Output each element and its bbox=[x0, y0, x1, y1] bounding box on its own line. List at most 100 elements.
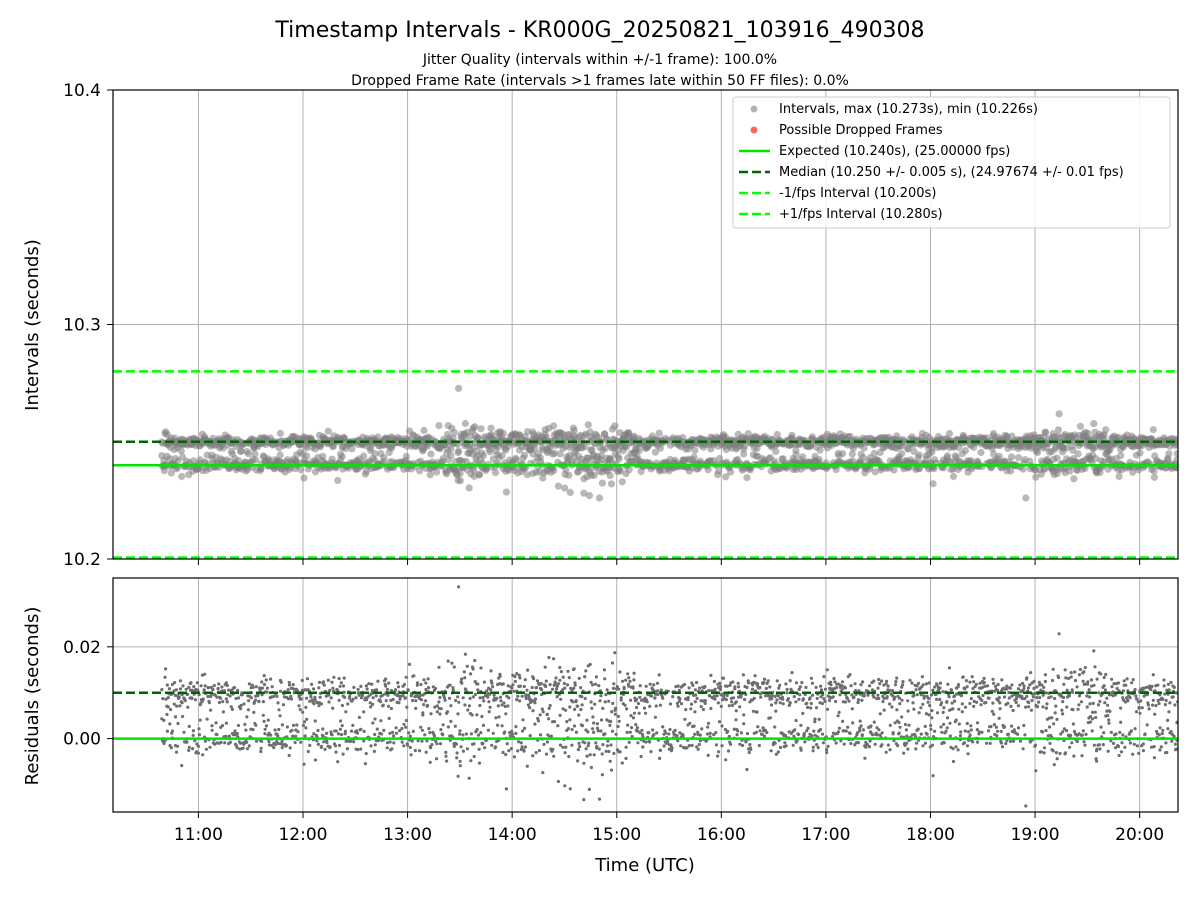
residual-point bbox=[228, 694, 232, 698]
residual-point bbox=[644, 740, 648, 744]
residual-point bbox=[286, 697, 291, 701]
residual-point bbox=[669, 743, 673, 747]
residual-point bbox=[628, 679, 632, 684]
residual-point bbox=[739, 695, 743, 699]
residual-point bbox=[610, 661, 615, 665]
residual-point bbox=[454, 742, 458, 746]
residual-point bbox=[683, 717, 687, 721]
residual-point bbox=[398, 729, 402, 733]
interval-point bbox=[1070, 475, 1078, 483]
interval-point bbox=[655, 429, 663, 437]
interval-point bbox=[456, 477, 464, 485]
residual-point bbox=[599, 694, 603, 698]
residual-point bbox=[620, 679, 625, 683]
residual-point bbox=[408, 745, 412, 750]
residual-point bbox=[757, 743, 761, 748]
residual-point bbox=[999, 729, 1003, 734]
residual-point bbox=[435, 742, 439, 746]
residual-point bbox=[923, 741, 928, 745]
residual-point bbox=[199, 684, 203, 688]
residual-point bbox=[1065, 729, 1069, 733]
residual-point bbox=[259, 749, 263, 754]
residual-point bbox=[1000, 745, 1005, 749]
residual-point bbox=[638, 731, 642, 735]
residual-point bbox=[304, 726, 308, 730]
residual-point bbox=[872, 695, 876, 699]
residual-point bbox=[729, 742, 733, 746]
residual-point bbox=[1022, 723, 1026, 728]
residual-point bbox=[794, 718, 798, 723]
residual-point bbox=[1053, 696, 1057, 701]
residual-point bbox=[588, 662, 592, 667]
residual-point bbox=[714, 743, 719, 747]
residual-point bbox=[922, 694, 926, 698]
residual-point bbox=[309, 695, 313, 699]
residual-point bbox=[166, 696, 170, 700]
residual-point bbox=[402, 682, 407, 687]
residual-point bbox=[561, 745, 565, 749]
interval-point bbox=[470, 466, 478, 474]
residual-point bbox=[202, 688, 206, 692]
residual-point bbox=[567, 754, 571, 759]
interval-point bbox=[550, 449, 559, 458]
residual-point bbox=[595, 726, 600, 730]
residual-point bbox=[472, 754, 476, 759]
residual-point bbox=[809, 676, 814, 680]
residual-point bbox=[542, 742, 546, 747]
residual-point bbox=[840, 680, 845, 684]
residual-point bbox=[258, 688, 262, 692]
interval-point bbox=[656, 444, 665, 452]
residual-point bbox=[968, 701, 972, 706]
residual-point bbox=[174, 750, 179, 754]
residual-point bbox=[164, 697, 168, 701]
residual-point bbox=[822, 697, 826, 701]
residual-point bbox=[738, 705, 742, 709]
residual-point bbox=[712, 694, 717, 698]
residual-point bbox=[862, 694, 866, 698]
residual-point bbox=[401, 694, 405, 698]
residual-point bbox=[834, 741, 838, 745]
residual-point bbox=[548, 703, 552, 708]
residual-point bbox=[768, 716, 773, 720]
residual-point bbox=[265, 686, 269, 690]
residual-point bbox=[724, 698, 728, 702]
residual-point bbox=[605, 688, 609, 692]
residual-point bbox=[323, 747, 327, 752]
interval-point bbox=[237, 447, 245, 455]
residual-point bbox=[195, 681, 199, 685]
residual-point bbox=[991, 677, 995, 681]
residual-point bbox=[1040, 683, 1044, 687]
interval-point bbox=[1165, 450, 1173, 458]
residual-point bbox=[1069, 671, 1073, 675]
residual-point bbox=[228, 740, 232, 744]
residual-point bbox=[1059, 692, 1063, 696]
residual-point bbox=[814, 685, 818, 690]
residual-point bbox=[1031, 695, 1035, 699]
residual-point bbox=[470, 713, 474, 717]
residual-point bbox=[888, 748, 892, 752]
residual-point bbox=[1042, 746, 1047, 750]
residual-point bbox=[245, 747, 249, 751]
interval-point bbox=[550, 467, 558, 475]
residual-point bbox=[288, 746, 292, 750]
residual-point bbox=[196, 688, 200, 692]
residual-point bbox=[829, 683, 833, 687]
residual-point bbox=[482, 680, 486, 684]
residual-point bbox=[647, 731, 651, 735]
residual-point bbox=[893, 683, 898, 687]
residual-point bbox=[959, 694, 964, 698]
residual-point bbox=[972, 680, 976, 684]
residual-point bbox=[473, 680, 477, 684]
residual-point bbox=[754, 730, 758, 735]
residual-point bbox=[971, 686, 975, 691]
residual-point bbox=[239, 703, 243, 708]
residual-point bbox=[690, 681, 694, 685]
residual-point bbox=[961, 675, 965, 679]
residual-point bbox=[197, 727, 201, 731]
residual-point bbox=[677, 699, 682, 703]
residual-point bbox=[960, 710, 964, 714]
residual-point bbox=[886, 743, 891, 747]
residual-point bbox=[632, 678, 636, 682]
residual-point bbox=[191, 729, 195, 733]
residual-point bbox=[568, 718, 572, 722]
